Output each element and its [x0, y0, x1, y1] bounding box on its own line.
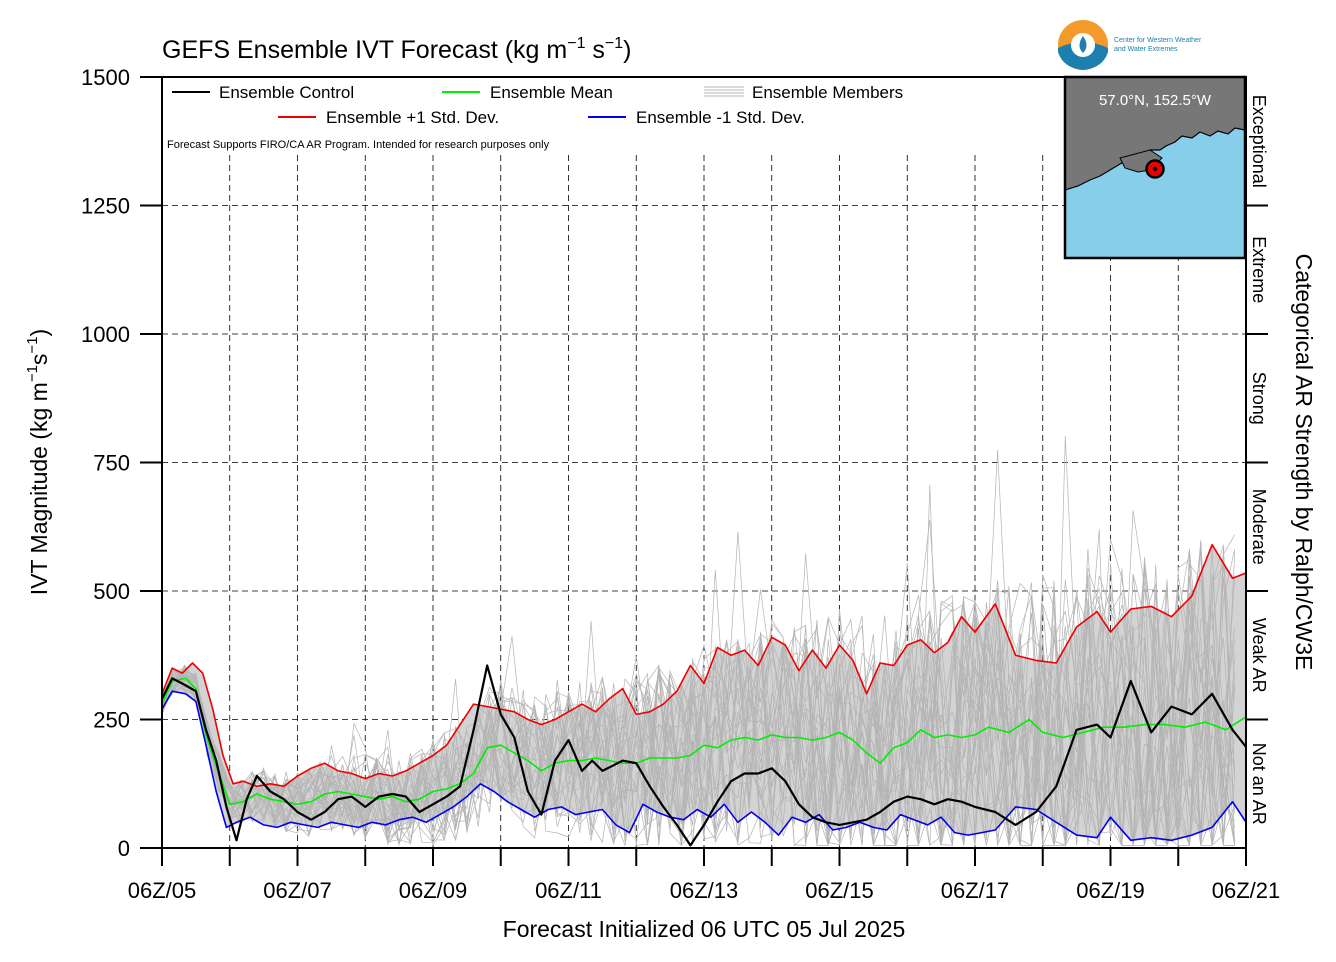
plus-std-line — [162, 543, 1246, 788]
y-tick-label: 0 — [118, 836, 130, 861]
legend-members-swatch — [704, 86, 744, 97]
chart-title: GEFS Ensemble IVT Forecast (kg m−1 s−1) — [162, 35, 632, 64]
x-tick-label: 06Z/09 — [399, 878, 468, 903]
category-label: Moderate — [1249, 489, 1269, 565]
chart-note: Forecast Supports FIRO/CA AR Program. In… — [167, 139, 550, 151]
legend-members-label: Ensemble Members — [752, 83, 903, 102]
legend-control-label: Ensemble Control — [219, 83, 354, 102]
logo-text-line1: Center for Western Weather — [1114, 37, 1202, 44]
x-tick-label: 06Z/07 — [263, 878, 332, 903]
ensemble-members — [162, 435, 1236, 847]
x-tick-label: 06Z/13 — [670, 878, 739, 903]
inset-coords: 57.0°N, 152.5°W — [1099, 92, 1212, 109]
ensemble-member-line — [162, 519, 1236, 846]
location-marker-dot — [1152, 166, 1158, 172]
legend-plus-label: Ensemble +1 Std. Dev. — [326, 108, 499, 127]
ensemble-member-line — [162, 549, 1236, 846]
x-axis-label: Forecast Initialized 06 UTC 05 Jul 2025 — [503, 916, 906, 942]
ensemble-member-line — [162, 600, 1236, 846]
x-tick-label: 06Z/19 — [1076, 878, 1145, 903]
x-tick-label: 06Z/15 — [805, 878, 874, 903]
category-label: Extreme — [1249, 236, 1269, 303]
y-tick-label: 1500 — [81, 65, 130, 90]
y-tick-label: 750 — [93, 451, 130, 476]
ensemble-member-line — [162, 591, 1236, 846]
legend-minus-label: Ensemble -1 Std. Dev. — [636, 108, 805, 127]
logo-drop-icon — [1079, 36, 1087, 53]
cw3e-logo: Center for Western Weather and Water Ext… — [1058, 20, 1202, 70]
logo-text-line2: and Water Extremes — [1114, 46, 1178, 53]
ensemble-member-line — [162, 575, 1236, 846]
ensemble-member-line — [162, 566, 1235, 846]
category-label: Weak AR — [1249, 618, 1269, 693]
x-tick-label: 06Z/21 — [1212, 878, 1281, 903]
legend: Ensemble Control Ensemble Mean Ensemble … — [167, 83, 903, 151]
inset-frame — [1063, 75, 1247, 260]
y-tick-label: 1000 — [81, 322, 130, 347]
category-label: Strong — [1249, 372, 1269, 425]
y-tick-label: 500 — [93, 579, 130, 604]
ensemble-member-line — [162, 551, 1236, 846]
category-label: Exceptional — [1249, 95, 1269, 188]
ensemble-member-line — [162, 541, 1236, 846]
ensemble-member-line — [162, 579, 1236, 846]
axes: 0 250 500 750 1000 1250 1500 Not an AR Weak AR Mo… — [81, 65, 1280, 903]
x-tick-label: 06Z/05 — [128, 878, 197, 903]
control-line — [162, 664, 1246, 847]
inset-map: 57.0°N, 152.5°W — [1063, 75, 1247, 260]
x-tick-label: 06Z/17 — [941, 878, 1010, 903]
inset-land — [1064, 76, 1246, 191]
ensemble-member-line — [162, 541, 1236, 847]
x-tick-label: 06Z/11 — [535, 878, 602, 903]
mean-line — [162, 677, 1246, 806]
category-label: Not an AR — [1249, 743, 1269, 825]
grid-lines — [162, 155, 1246, 848]
y-tick-label: 1250 — [81, 194, 130, 219]
legend-mean-label: Ensemble Mean — [490, 83, 613, 102]
right-axis-label: Categorical AR Strength by Ralph/CW3E — [1291, 254, 1317, 671]
y-axis-label: IVT Magnitude (kg m−1s−1) — [24, 329, 52, 595]
series-lines — [162, 543, 1246, 847]
y-tick-label: 250 — [93, 708, 130, 733]
